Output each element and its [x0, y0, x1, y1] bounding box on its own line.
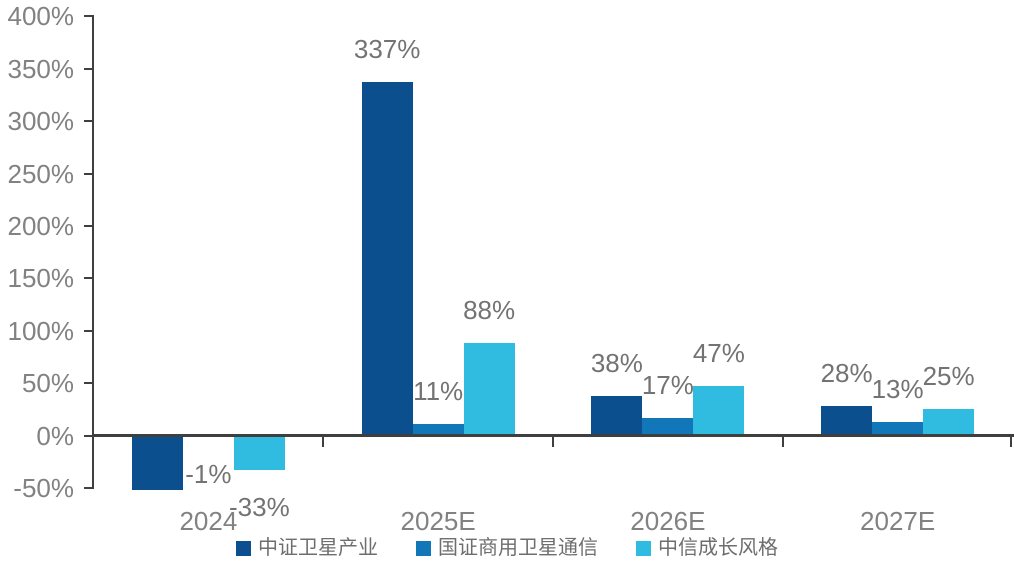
legend-label: 中信成长风格 [658, 537, 778, 559]
bar-label: 28% [820, 358, 873, 389]
bar-label: 337% [353, 34, 421, 65]
bar [233, 435, 285, 471]
legend-item: 国证商用卫星通信 [416, 536, 598, 560]
bar [463, 343, 515, 436]
y-axis-tick [84, 67, 92, 70]
y-axis-tick [84, 120, 92, 123]
y-axis-tick-label: 350% [7, 53, 75, 84]
x-axis-line [92, 434, 1014, 437]
bar-label: -33% [229, 492, 290, 523]
bar [821, 406, 873, 436]
bar-label: 47% [692, 338, 745, 369]
x-axis-tick [322, 437, 325, 447]
category-label: 2026E [630, 506, 706, 536]
y-axis-tick-label: 50% [21, 368, 74, 399]
bar [923, 409, 975, 436]
y-axis-tick [84, 277, 92, 280]
bar [591, 395, 643, 436]
y-axis-tick [84, 329, 92, 332]
x-axis-tick [781, 437, 784, 447]
bar-label: 25% [922, 361, 975, 392]
y-axis-tick-label: 200% [7, 210, 75, 241]
legend-item: 中证卫星产业 [236, 536, 378, 560]
y-axis-tick-label: 400% [7, 1, 75, 32]
legend-swatch [236, 540, 251, 556]
y-axis-tick [84, 172, 92, 175]
bar [131, 435, 183, 490]
bar [642, 417, 694, 436]
legend: 中证卫星产业 国证商用卫星通信 中信成长风格 [0, 536, 1014, 560]
bar-label: 38% [590, 347, 643, 378]
legend-label: 国证商用卫星通信 [438, 537, 598, 559]
y-axis-tick [84, 15, 92, 18]
bar-label: 88% [463, 295, 516, 326]
bar-label: 13% [871, 373, 924, 404]
y-axis-tick [84, 224, 92, 227]
legend-swatch [636, 540, 651, 556]
x-axis-tick [1010, 437, 1012, 447]
bar [361, 82, 413, 436]
y-axis-tick [84, 486, 92, 489]
bar [412, 423, 464, 436]
legend-item: 中信成长风格 [636, 536, 778, 560]
y-axis-tick-label: 100% [7, 315, 75, 346]
y-axis-tick [84, 382, 92, 385]
y-axis-tick-label: -50% [13, 472, 74, 503]
y-axis-tick-label: 150% [7, 263, 75, 294]
y-axis-tick [84, 434, 92, 437]
bar-label: -1% [185, 458, 232, 489]
y-axis-tick-label: 250% [7, 158, 75, 189]
y-axis-line [92, 15, 94, 489]
bar [872, 421, 924, 436]
legend-swatch [416, 540, 431, 556]
bar-label: 17% [641, 369, 694, 400]
category-label: 2025E [400, 506, 476, 536]
legend-label: 中证卫星产业 [258, 537, 378, 559]
bar-label: 11% [413, 375, 464, 406]
bar [693, 386, 745, 436]
x-axis-tick [552, 437, 554, 447]
category-label: 2024 [179, 506, 238, 536]
y-axis-tick-label: 300% [7, 106, 75, 137]
y-axis-tick-label: 0% [36, 420, 74, 451]
category-label: 2027E [860, 506, 936, 536]
